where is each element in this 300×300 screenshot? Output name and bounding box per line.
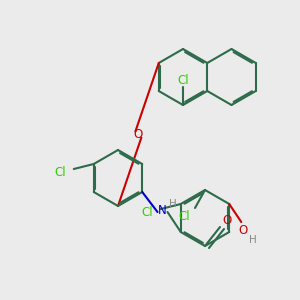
Text: O: O: [238, 224, 248, 236]
Text: H: H: [249, 235, 257, 245]
Text: Cl: Cl: [178, 211, 190, 224]
Text: H: H: [169, 199, 176, 209]
Text: Cl: Cl: [177, 74, 189, 86]
Text: N: N: [158, 203, 167, 217]
Text: O: O: [134, 128, 143, 141]
Text: Cl: Cl: [141, 206, 153, 218]
Text: Cl: Cl: [54, 166, 66, 178]
Text: O: O: [222, 214, 232, 226]
